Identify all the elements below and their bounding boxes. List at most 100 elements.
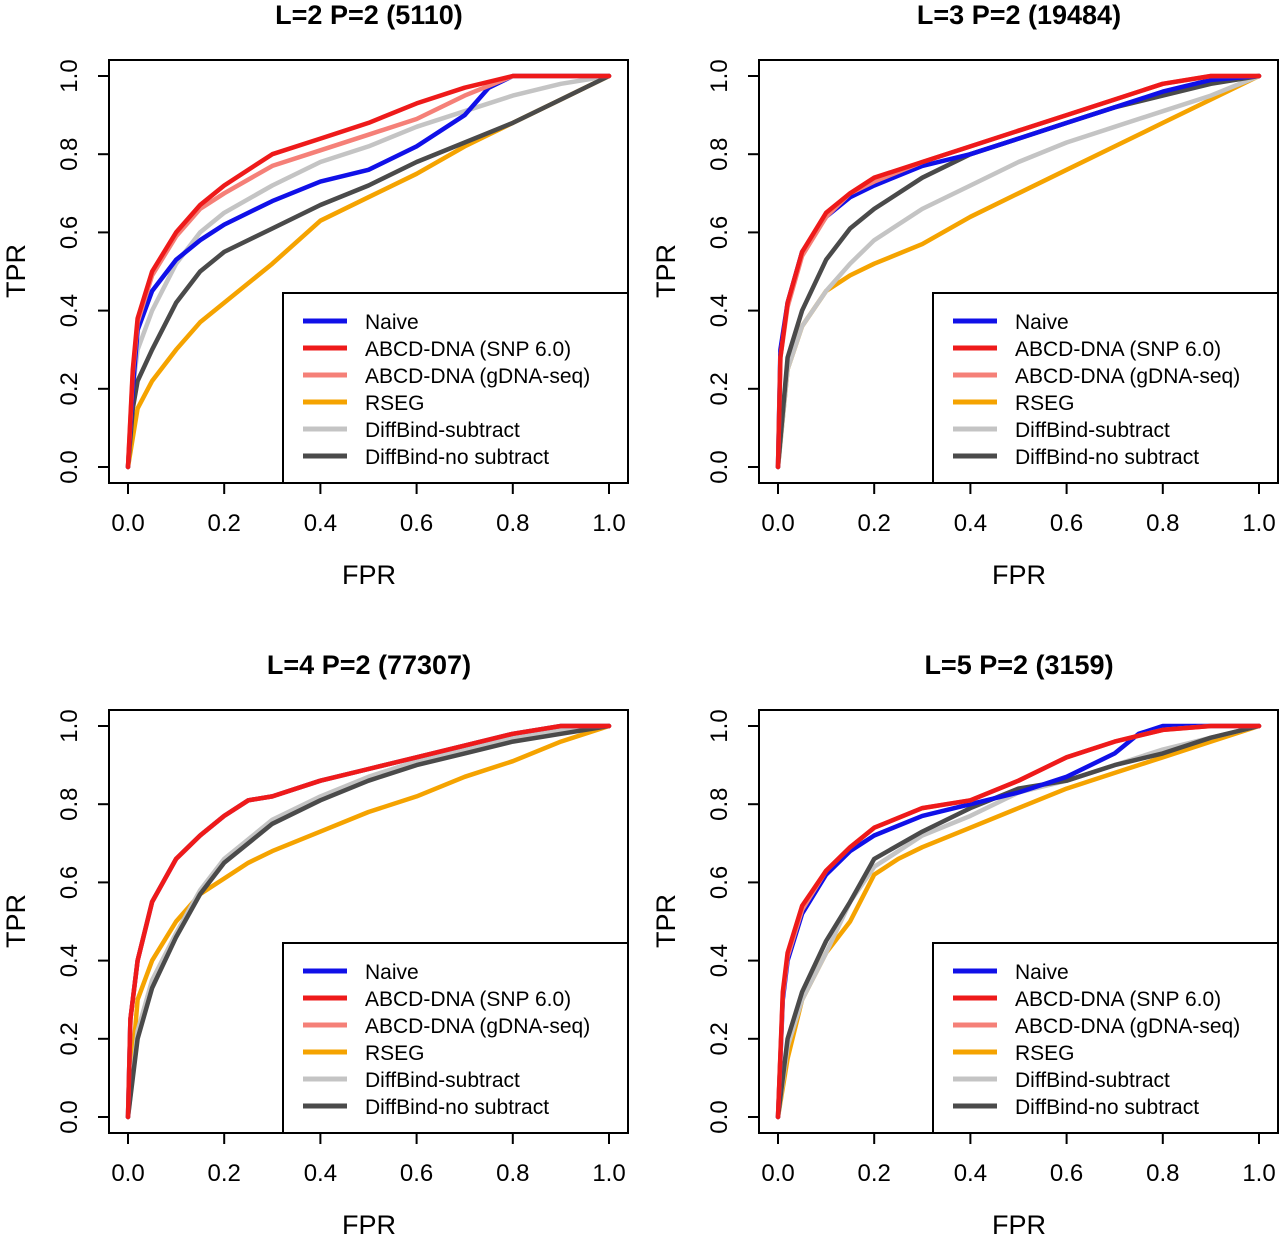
x-tick-label: 0.4 [954,510,987,537]
x-tick-label: 0.2 [858,510,891,537]
x-tick-label: 0.0 [761,510,794,537]
y-tick-label: 0.2 [706,1022,733,1055]
legend-label: DiffBind-subtract [1015,419,1170,442]
legend-label: ABCD-DNA (SNP 6.0) [365,988,571,1011]
chart-panel: L=3 P=2 (19484) 0.0 0.2 0.4 0.6 0.8 1.0 0.0 0.2 0… [651,0,1279,590]
legend-label: RSEG [365,1042,425,1065]
legend-label: Naive [365,961,419,984]
y-tick-label: 1.0 [706,709,733,742]
legend-label: ABCD-DNA (SNP 6.0) [1015,338,1221,361]
y-tick-label: 0.8 [706,788,733,821]
y-tick-label: 0.2 [706,372,733,405]
legend-label: ABCD-DNA (gDNA-seq) [1015,1015,1240,1038]
x-tick-label: 1.0 [1242,1160,1275,1187]
y-tick-label: 0.8 [706,138,733,171]
x-tick-label: 0.0 [761,1160,794,1187]
x-tick-label: 1.0 [592,510,625,537]
series-line [125,723,612,1120]
legend-box [282,292,629,484]
y-tick-label: 0.4 [706,944,733,977]
y-axis-label: TPR [1,244,31,298]
y-axis-label: TPR [651,894,681,948]
legend-box [282,942,629,1134]
x-tick-label: 0.4 [304,1160,337,1187]
legend-label: ABCD-DNA (gDNA-seq) [1015,365,1240,388]
y-tick-label: 0.4 [56,294,83,327]
x-tick-label: 0.2 [858,1160,891,1187]
legend-label: Naive [1015,961,1069,984]
legend-label: Naive [365,311,419,334]
x-tick-label: 0.0 [111,1160,144,1187]
chart-title: L=5 P=2 (3159) [924,650,1113,680]
series-line [125,723,612,1120]
legend-box [932,292,1279,484]
legend-label: RSEG [1015,392,1075,415]
legend-label: DiffBind-subtract [1015,1069,1170,1092]
y-tick-label: 0.8 [56,788,83,821]
series-line [775,723,1262,1120]
x-tick-label: 0.8 [496,1160,529,1187]
legend-label: DiffBind-subtract [365,1069,520,1092]
y-axis-label: TPR [651,244,681,298]
legend-label: ABCD-DNA (gDNA-seq) [365,1015,590,1038]
x-tick-label: 0.6 [400,1160,433,1187]
x-axis-label: FPR [342,560,396,590]
x-tick-label: 0.6 [1050,1160,1083,1187]
chart-panel: L=4 P=2 (77307) 0.0 0.2 0.4 0.6 0.8 1.0 0.0 0.2 0… [1,650,629,1235]
x-axis-label: FPR [992,560,1046,590]
y-tick-label: 0.0 [706,1100,733,1133]
x-tick-label: 0.6 [1050,510,1083,537]
y-tick-label: 1.0 [56,59,83,92]
y-tick-label: 0.2 [56,1022,83,1055]
series-line [125,73,612,470]
x-tick-label: 1.0 [592,1160,625,1187]
x-tick-label: 1.0 [1242,510,1275,537]
y-tick-label: 0.8 [56,138,83,171]
legend-label: DiffBind-no subtract [1015,1096,1199,1119]
x-tick-label: 0.4 [954,1160,987,1187]
legend-label: DiffBind-subtract [365,419,520,442]
y-tick-label: 0.0 [56,1100,83,1133]
series-line [775,723,1262,1120]
series-line [775,73,1262,470]
x-tick-label: 0.8 [1146,510,1179,537]
x-tick-label: 0.6 [400,510,433,537]
x-tick-label: 0.2 [208,510,241,537]
y-tick-label: 0.6 [706,866,733,899]
y-tick-label: 0.6 [706,216,733,249]
y-tick-label: 0.6 [56,216,83,249]
chart-panel: L=5 P=2 (3159) 0.0 0.2 0.4 0.6 0.8 1.0 0.0 0.2 0.… [651,650,1279,1235]
x-tick-label: 0.0 [111,510,144,537]
legend-label: ABCD-DNA (SNP 6.0) [1015,988,1221,1011]
series-line [125,723,612,1120]
series-line [125,73,612,470]
series-line [125,73,612,470]
x-tick-label: 0.8 [496,510,529,537]
legend-label: ABCD-DNA (gDNA-seq) [365,365,590,388]
legend-label: DiffBind-no subtract [1015,446,1199,469]
y-tick-label: 1.0 [56,709,83,742]
y-tick-label: 1.0 [706,59,733,92]
x-tick-label: 0.2 [208,1160,241,1187]
legend-label: RSEG [365,392,425,415]
legend-label: DiffBind-no subtract [365,446,549,469]
chart-panel: L=2 P=2 (5110) 0.0 0.2 0.4 0.6 0.8 1.0 0.0 0.2 0.… [1,0,629,590]
series-line [125,723,612,1120]
chart-title: L=3 P=2 (19484) [917,0,1121,30]
y-tick-label: 0.0 [56,450,83,483]
x-axis-label: FPR [992,1210,1046,1235]
series-line [775,73,1262,470]
y-axis-label: TPR [1,894,31,948]
legend-label: Naive [1015,311,1069,334]
y-tick-label: 0.6 [56,866,83,899]
y-tick-label: 0.2 [56,372,83,405]
legend-label: DiffBind-no subtract [365,1096,549,1119]
y-tick-label: 0.4 [56,944,83,977]
chart-title: L=4 P=2 (77307) [267,650,471,680]
series-line [775,73,1262,470]
chart-title: L=2 P=2 (5110) [275,0,463,30]
legend-label: RSEG [1015,1042,1075,1065]
x-tick-label: 0.4 [304,510,337,537]
x-tick-label: 0.8 [1146,1160,1179,1187]
